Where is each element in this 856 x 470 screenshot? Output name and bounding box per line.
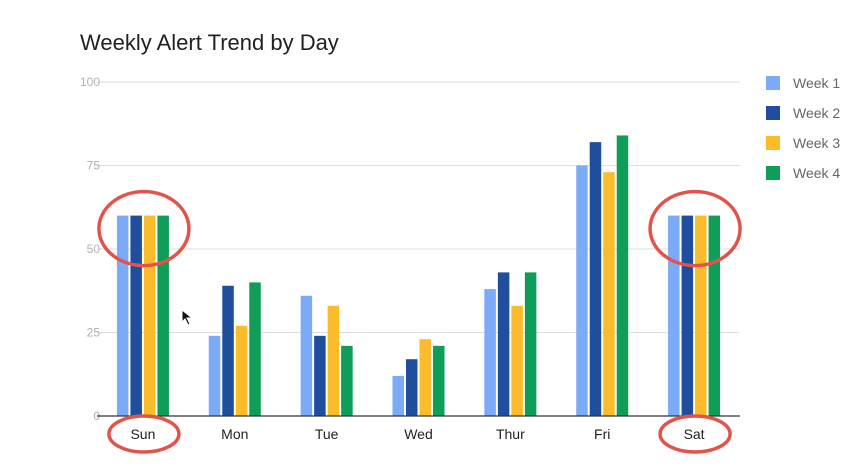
bar-tue-week-3 [327,305,340,416]
bar-mon-week-4 [249,282,261,416]
highlight-circles [97,189,742,454]
x-tick-label: Mon [221,426,248,442]
bar-mon-week-2 [222,285,234,416]
x-tick-label: Tue [315,426,339,442]
bar-sat-week-4 [708,215,721,416]
legend-swatch-week-4 [766,166,780,180]
bar-sun-week-2 [130,215,142,416]
gridlines [97,81,740,333]
bar-tue-week-4 [341,345,353,416]
bar-wed-week-4 [433,345,445,416]
bar-wed-week-2 [406,359,418,416]
chart-title: Weekly Alert Trend by Day [80,30,339,55]
mouse-cursor-icon [181,309,194,326]
x-axis-ticks: Sun Mon Tue Wed Thur Fri Sat [130,426,704,442]
bar-tue-week-1 [300,295,313,416]
y-tick-label: 25 [87,326,101,340]
legend-label-week-2: Week 2 [793,105,840,121]
highlight-circle-label-sat [658,414,732,454]
legend-label-week-1: Week 1 [793,75,840,91]
x-tick-label: Sat [684,426,705,442]
bar-thur-week-1 [484,289,496,416]
highlight-circle-label-sun [107,414,181,454]
y-tick-label: 0 [93,409,100,423]
bars [116,135,721,416]
x-tick-label: Fri [594,426,610,442]
y-tick-label: 100 [80,75,100,89]
y-tick-label: 50 [87,242,101,256]
bar-mon-week-3 [235,325,248,416]
bar-sat-week-3 [695,215,707,416]
bar-fri-week-3 [603,172,615,416]
bar-sun-week-1 [116,215,129,416]
bar-thur-week-4 [524,272,537,416]
bar-sat-week-2 [681,215,694,416]
bar-sun-week-4 [157,215,169,416]
legend: Week 1 Week 2 Week 3 Week 4 [766,75,840,181]
bar-sun-week-3 [143,215,156,416]
bar-mon-week-1 [208,335,221,416]
bar-fri-week-2 [589,142,602,416]
legend-swatch-week-1 [766,76,780,90]
bar-fri-week-4 [616,135,629,416]
legend-label-week-4: Week 4 [793,165,840,181]
bar-fri-week-1 [576,165,588,416]
bar-tue-week-2 [314,335,326,416]
highlight-circle-bars-sun [97,189,191,268]
x-tick-label: Wed [404,426,433,442]
bar-wed-week-1 [392,375,404,416]
legend-label-week-3: Week 3 [793,135,840,151]
bar-thur-week-3 [511,305,523,416]
x-tick-label: Thur [496,426,525,442]
bar-thur-week-2 [497,272,510,416]
y-axis-ticks: 0 25 50 75 100 [80,75,100,423]
bar-sat-week-1 [668,215,680,416]
x-tick-label: Sun [130,426,155,442]
y-tick-label: 75 [87,159,101,173]
bar-wed-week-3 [419,339,431,416]
highlight-circle-bars-sat [648,189,742,268]
legend-swatch-week-2 [766,106,780,120]
legend-swatch-week-3 [766,136,780,150]
